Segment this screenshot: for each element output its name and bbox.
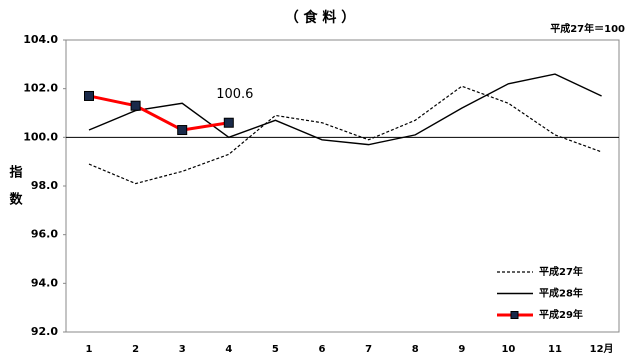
point-marker xyxy=(130,100,141,111)
x-tick-label: 9 xyxy=(458,344,465,355)
legend-label: 平成29年 xyxy=(539,308,583,321)
series-line xyxy=(88,73,602,146)
y-tick-label: 100.0 xyxy=(23,130,58,143)
x-tick-label: 1 xyxy=(86,344,93,355)
x-tick-label: 3 xyxy=(179,344,186,355)
x-tick-label: 12月 xyxy=(590,343,614,355)
y-tick-label: 104.0 xyxy=(23,33,58,46)
point-marker xyxy=(84,90,94,101)
chart-title: （ 食 料 ） xyxy=(285,9,356,26)
plot-frame xyxy=(65,39,620,333)
x-tick-label: 6 xyxy=(319,344,326,355)
x-tick-label: 4 xyxy=(225,344,232,355)
y-axis-label: 指数 xyxy=(7,164,23,219)
y-tick-label: 92.0 xyxy=(31,325,58,338)
y-tick-label: 102.0 xyxy=(23,82,58,95)
legend-label: 平成28年 xyxy=(539,287,583,300)
base-note: 平成27年＝100 xyxy=(550,22,625,35)
y-tick-label: 96.0 xyxy=(31,228,58,241)
x-tick-label: 7 xyxy=(365,344,372,355)
x-tick-label: 8 xyxy=(412,344,419,355)
x-tick-label: 2 xyxy=(132,344,139,355)
point-marker xyxy=(177,125,188,136)
x-tick-label: 10 xyxy=(501,344,515,355)
data-label: 100.6 xyxy=(216,87,253,102)
point-marker xyxy=(223,117,234,128)
legend-marker xyxy=(510,311,519,319)
y-tick-label: 98.0 xyxy=(31,179,58,192)
legend-label: 平成27年 xyxy=(539,265,583,278)
x-tick-label: 11 xyxy=(548,344,562,355)
series-line xyxy=(88,94,230,132)
y-tick-label: 94.0 xyxy=(31,276,58,289)
series-line xyxy=(88,85,602,185)
x-tick-label: 5 xyxy=(272,344,279,355)
